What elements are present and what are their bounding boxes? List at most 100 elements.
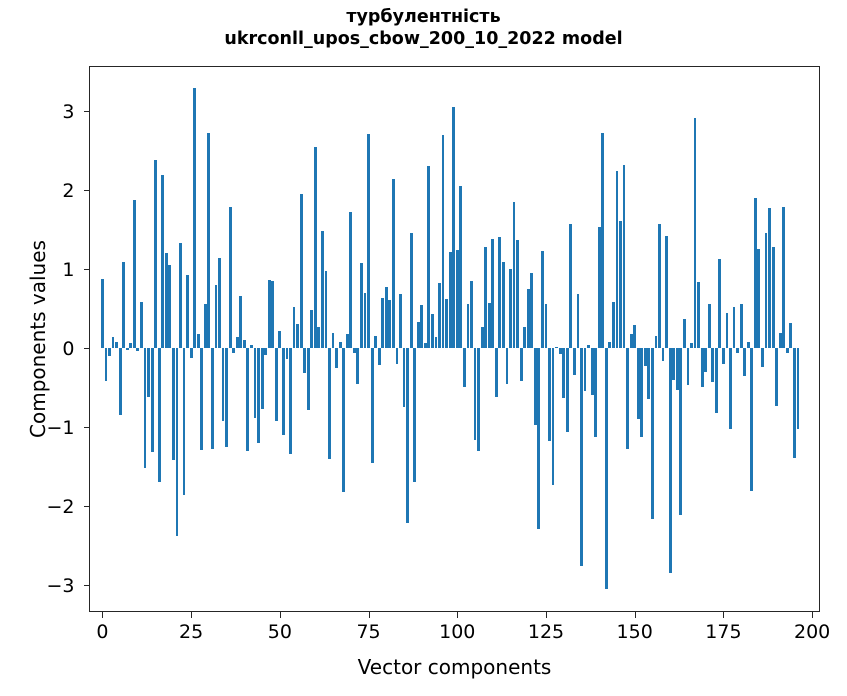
y-tick-label: 0 [62,337,75,360]
x-tick-mark [368,611,370,618]
bar [306,347,310,411]
bar [789,322,793,348]
bar [491,238,495,348]
bar [122,261,126,348]
x-tick-mark [545,611,547,618]
x-tick-mark [191,611,193,618]
bar [796,347,800,430]
bar [590,347,594,396]
bar [356,347,360,385]
bar [509,268,512,348]
bar [782,207,786,348]
bar [619,220,622,348]
x-tick-label: 125 [527,621,565,643]
bar [388,300,392,348]
bar [665,235,669,348]
bar [470,280,473,348]
bar [736,347,740,354]
bar [402,347,406,408]
y-tick-label: 1 [62,258,75,281]
bar [725,313,729,348]
bar [157,347,161,483]
bar [572,347,576,375]
bar [647,347,651,400]
bar [154,159,158,348]
bar [111,336,115,348]
bar [214,284,218,348]
bar [313,146,317,348]
bar [597,226,601,348]
x-tick-mark [102,611,104,618]
bar [778,332,782,348]
bar [374,336,378,348]
bar [228,207,232,348]
bar [235,336,239,348]
bar [594,347,598,437]
bar [611,302,615,348]
bar [643,347,647,367]
bar [739,303,743,348]
bar [349,211,353,348]
y-tick-label: −3 [46,575,75,598]
bar [360,263,363,348]
bar [384,286,388,348]
bar [310,309,314,348]
bar [753,198,757,348]
y-tick-mark: −1 [46,417,90,439]
x-tick-label: 50 [267,621,292,643]
bar [541,251,544,348]
bar [292,306,296,348]
bar [335,347,339,369]
bar [207,132,211,348]
bar [143,347,147,469]
bar [704,347,708,373]
bar [179,242,182,348]
bar [391,179,395,348]
bar [558,347,562,355]
bar [168,264,172,348]
bar [101,279,104,348]
bar [115,342,119,348]
bar [108,347,111,356]
bar [161,174,165,348]
bar [242,340,246,348]
bar [651,347,654,519]
bar [331,332,335,348]
bar [118,347,122,416]
bar [455,249,459,348]
x-tick-label: 0 [96,621,109,643]
y-tick-label: 3 [62,100,75,123]
bar [565,347,569,432]
y-tick-mark: −2 [46,496,90,518]
bar [342,347,346,492]
bar [253,347,257,418]
bar [516,240,519,348]
chart-title: турбулентність ukrconll_upos_cbow_200_10… [0,6,847,50]
bar [125,347,129,351]
bar [324,271,328,348]
bar [757,249,761,348]
bar [171,347,175,461]
bar [533,347,537,425]
bar [352,347,356,353]
bar [200,347,204,450]
bar [498,237,502,348]
bar [193,88,197,348]
bar [580,347,583,567]
bar [445,298,449,348]
bar [636,347,640,420]
bar [729,347,732,429]
bar [466,303,470,348]
bar [140,302,143,348]
bar [406,347,409,523]
bar [682,319,686,348]
bar [250,344,253,348]
bar [555,347,559,348]
bar [764,233,768,348]
bar [399,294,402,348]
bar [707,304,711,348]
y-axis-label: Components values [26,240,50,438]
bar [697,282,700,348]
bar [668,347,672,574]
